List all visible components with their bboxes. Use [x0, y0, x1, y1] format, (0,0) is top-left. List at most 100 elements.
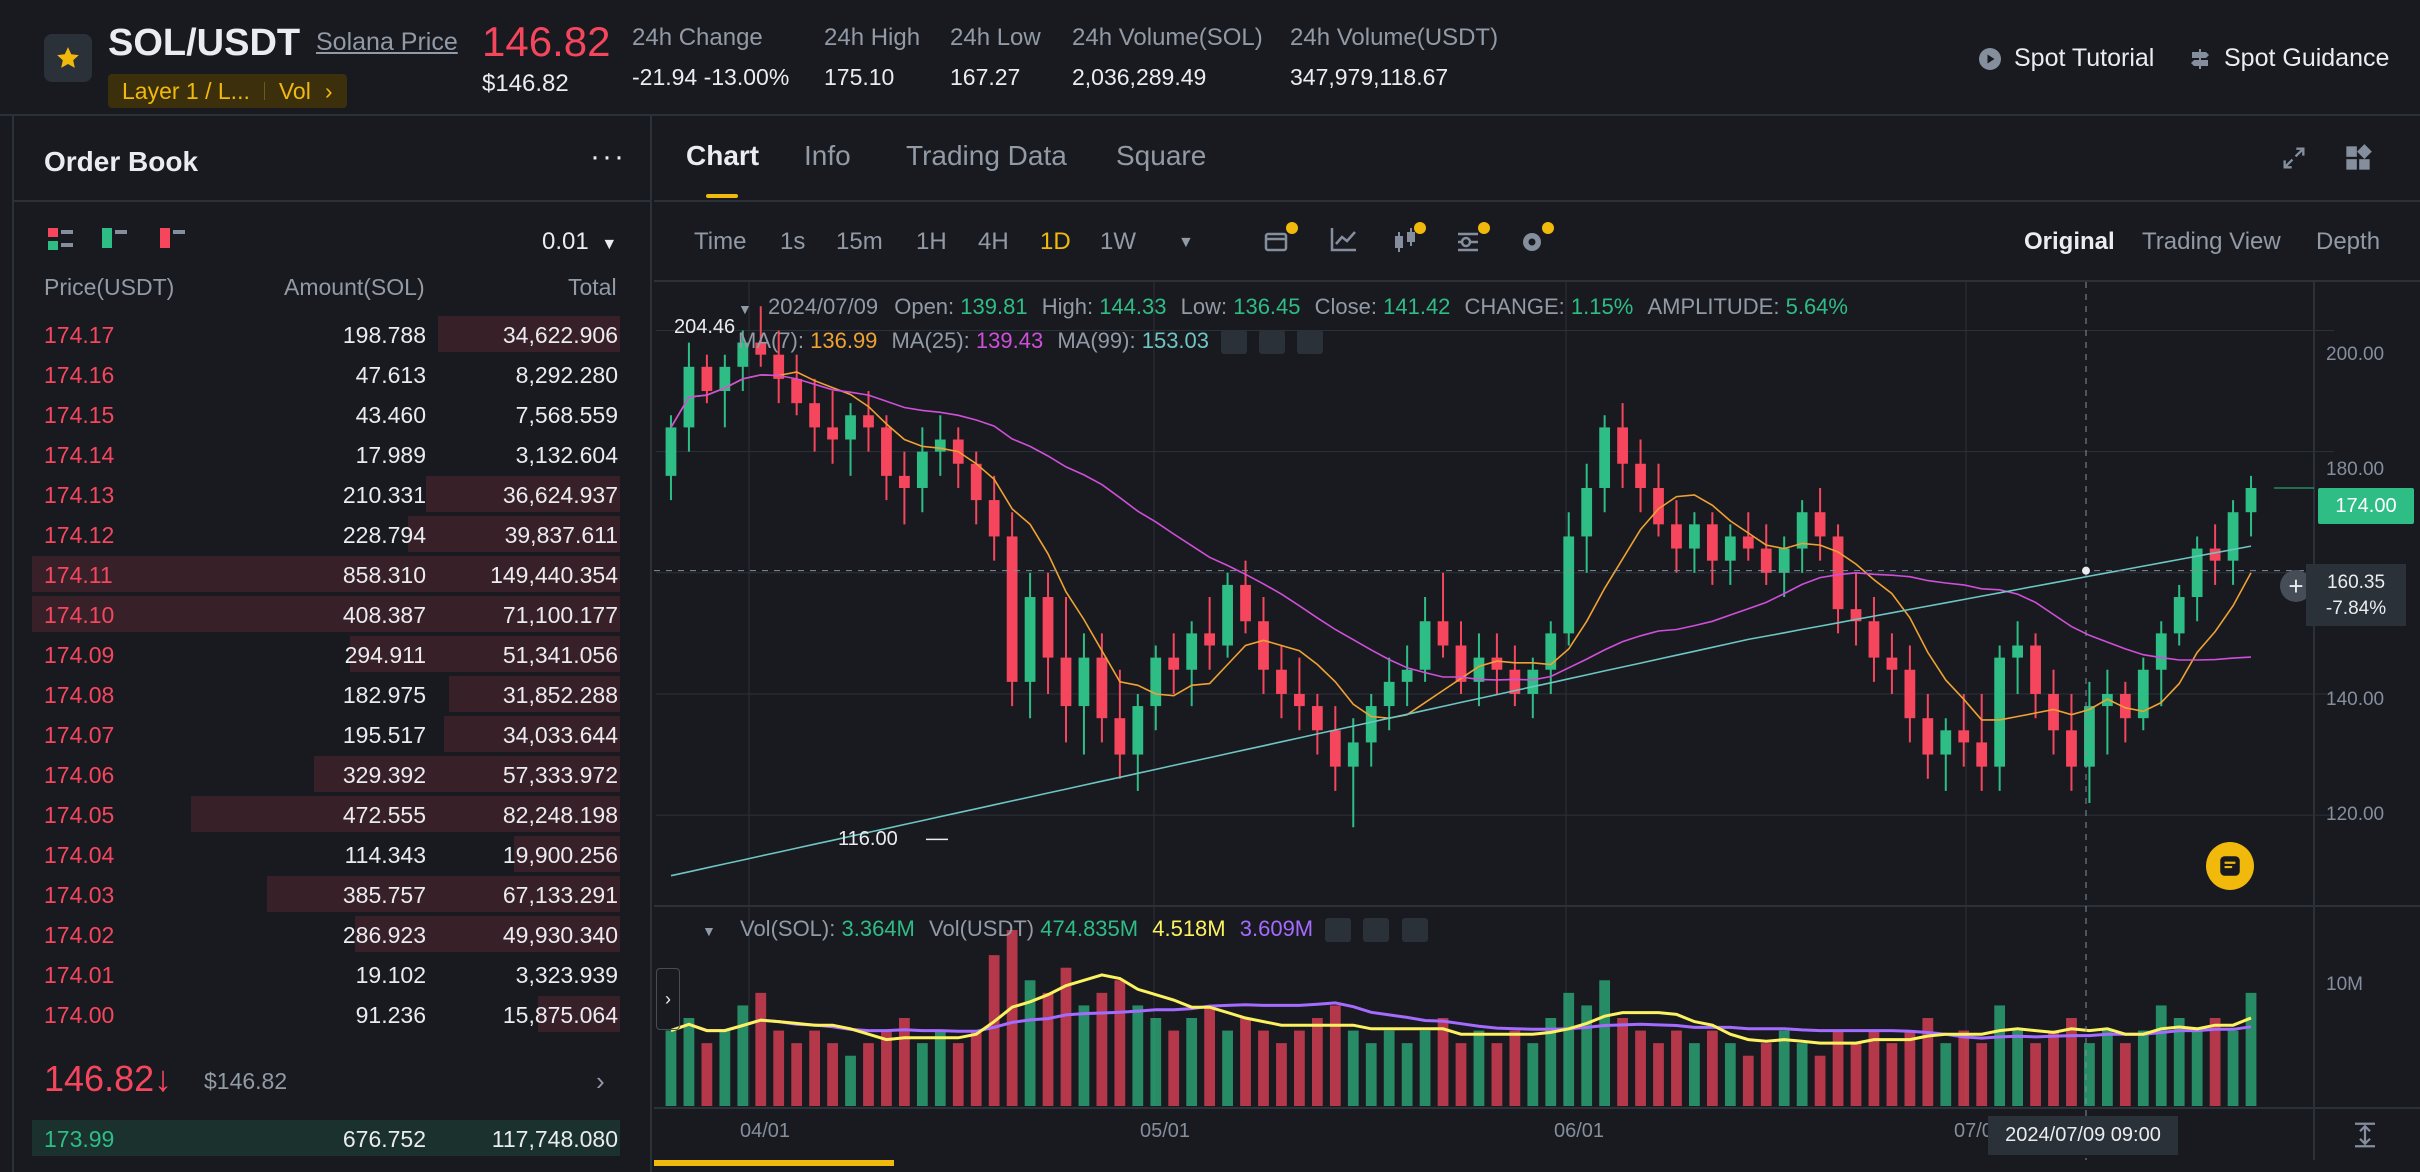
- indicator-settings-icon[interactable]: [1454, 222, 1490, 258]
- volume-bar: [1527, 1043, 1539, 1106]
- candle-body: [1096, 657, 1108, 719]
- candle-body: [1060, 657, 1072, 707]
- timeframe-4h[interactable]: 4H: [978, 228, 1009, 255]
- eye-icon[interactable]: [1221, 330, 1248, 355]
- ask-row[interactable]: 174.15 43.460 7,568.559: [32, 394, 620, 434]
- mid-price: 146.82↓: [44, 1058, 172, 1100]
- volume-bar: [1886, 1043, 1898, 1106]
- collapse-caret-icon[interactable]: ▼: [702, 923, 716, 939]
- settings-icon[interactable]: [1363, 918, 1390, 943]
- pair-price-link[interactable]: Solana Price: [316, 28, 458, 56]
- ask-row[interactable]: 174.06 329.392 57,333.972: [32, 754, 620, 794]
- resize-vertical-icon[interactable]: [2350, 1120, 2380, 1150]
- tab-trading-data[interactable]: Trading Data: [906, 140, 1067, 171]
- x-tick: 06/01: [1554, 1120, 1605, 1142]
- candle-body: [1204, 633, 1216, 646]
- candle-body: [827, 427, 838, 440]
- ask-total: 34,622.906: [502, 322, 618, 348]
- timeframe-15m[interactable]: 15m: [836, 228, 883, 255]
- timeframe-1w[interactable]: 1W: [1100, 228, 1136, 255]
- ask-row[interactable]: 174.00 91.236 15,875.064: [32, 994, 620, 1034]
- candle-body: [2155, 633, 2167, 670]
- candlestick-chart[interactable]: [654, 282, 2420, 1160]
- y-tick: 140.00: [2326, 689, 2385, 710]
- precision-value: 0.01: [542, 228, 589, 255]
- line-chart-tool-icon[interactable]: [1328, 222, 1364, 258]
- favorite-star-icon[interactable]: [44, 34, 92, 82]
- ask-row[interactable]: 174.16 47.613 8,292.280: [32, 354, 620, 394]
- more-timeframes-icon[interactable]: ▼: [1178, 234, 1194, 251]
- eye-icon[interactable]: [1325, 918, 1352, 943]
- panel-toggle-chevron-icon[interactable]: ›: [656, 968, 680, 1030]
- arrow-down-icon: ↓: [154, 1058, 173, 1099]
- volume-bar: [988, 955, 1000, 1106]
- calendar-indicator-icon[interactable]: [1262, 222, 1298, 258]
- ask-total: 71,100.177: [502, 602, 618, 628]
- candle-type-icon[interactable]: [1390, 222, 1426, 258]
- ask-row[interactable]: 174.07 195.517 34,033.644: [32, 714, 620, 754]
- close-icon[interactable]: [1297, 330, 1324, 355]
- layout-asks-icon[interactable]: [160, 228, 186, 250]
- timeframe-1d[interactable]: 1D: [1040, 228, 1071, 255]
- y-tick: 180.00: [2326, 459, 2385, 480]
- timeframe-time[interactable]: Time: [694, 228, 747, 255]
- stat-value-vol-usdt: 347,979,118.67: [1290, 64, 1449, 90]
- volume-bar: [809, 1030, 821, 1106]
- candle-body: [916, 451, 928, 488]
- fullscreen-icon[interactable]: [2280, 144, 2308, 177]
- ask-row[interactable]: 174.10 408.387 71,100.177: [32, 594, 620, 634]
- volume-bar: [1150, 1018, 1162, 1106]
- candle-body: [1976, 742, 1988, 767]
- chevron-right-icon[interactable]: ›: [596, 1066, 605, 1096]
- volume-bar: [1994, 1005, 2006, 1106]
- bid-row[interactable]: 173.99 676.752 117,748.080: [32, 1118, 620, 1158]
- ask-price: 174.01: [44, 962, 115, 988]
- vol-usdt-label: Vol(USDT): [929, 916, 1035, 941]
- chat-icon[interactable]: [2206, 842, 2254, 890]
- ask-total: 31,852.288: [502, 682, 618, 708]
- precision-select[interactable]: 0.01 ▼: [542, 228, 617, 256]
- volume-bar: [1724, 1043, 1736, 1106]
- pair-tag[interactable]: Layer 1 / L... Vol ›: [108, 74, 347, 108]
- ask-row[interactable]: 174.12 228.794 39,837.611: [32, 514, 620, 554]
- volume-bar: [1689, 1043, 1700, 1106]
- tab-square[interactable]: Square: [1116, 140, 1207, 171]
- collapse-caret-icon[interactable]: ▼: [738, 301, 752, 317]
- ask-row[interactable]: 174.17 198.788 34,622.906: [32, 314, 620, 354]
- layout-bids-icon[interactable]: [102, 228, 128, 250]
- ask-row[interactable]: 174.14 17.989 3,132.604: [32, 434, 620, 474]
- ask-row[interactable]: 174.02 286.923 49,930.340: [32, 914, 620, 954]
- view-original[interactable]: Original: [2024, 228, 2115, 255]
- tabs-divider: [654, 200, 2420, 202]
- close-icon[interactable]: [1401, 918, 1428, 943]
- ask-row[interactable]: 174.03 385.757 67,133.291: [32, 874, 620, 914]
- candle-body: [1689, 524, 1700, 549]
- candle-body: [1078, 657, 1090, 707]
- candle-body: [2191, 548, 2203, 598]
- layout-both-icon[interactable]: [48, 228, 74, 250]
- depth-bar: [32, 596, 620, 632]
- view-depth[interactable]: Depth: [2316, 228, 2381, 255]
- gear-icon[interactable]: [1518, 222, 1554, 258]
- ask-row[interactable]: 174.01 19.102 3,323.939: [32, 954, 620, 994]
- spot-tutorial-link[interactable]: Spot Tutorial: [1978, 44, 2154, 73]
- tab-info[interactable]: Info: [804, 140, 851, 171]
- timeframe-1s[interactable]: 1s: [780, 228, 806, 255]
- tag-vol: Vol: [278, 77, 311, 104]
- ask-row[interactable]: 174.05 472.555 82,248.198: [32, 794, 620, 834]
- spot-guidance-link[interactable]: Spot Guidance: [2188, 44, 2389, 73]
- ma7-label: MA(7):: [738, 328, 804, 353]
- ask-row[interactable]: 174.13 210.331 36,624.937: [32, 474, 620, 514]
- ma25-value: 139.43: [975, 328, 1044, 353]
- candle-body: [1114, 718, 1126, 755]
- timeframe-1h[interactable]: 1H: [916, 228, 947, 255]
- ask-row[interactable]: 174.11 858.310 149,440.354: [32, 554, 620, 594]
- ask-row[interactable]: 174.09 294.911 51,341.056: [32, 634, 620, 674]
- ask-row[interactable]: 174.08 182.975 31,852.288: [32, 674, 620, 714]
- view-trading-view[interactable]: Trading View: [2142, 228, 2281, 255]
- tab-chart[interactable]: Chart: [686, 140, 760, 171]
- layout-grid-icon[interactable]: [2344, 144, 2372, 177]
- more-options-icon[interactable]: ···: [590, 140, 626, 173]
- ask-row[interactable]: 174.04 114.343 19,900.256: [32, 834, 620, 874]
- settings-icon[interactable]: [1259, 330, 1286, 355]
